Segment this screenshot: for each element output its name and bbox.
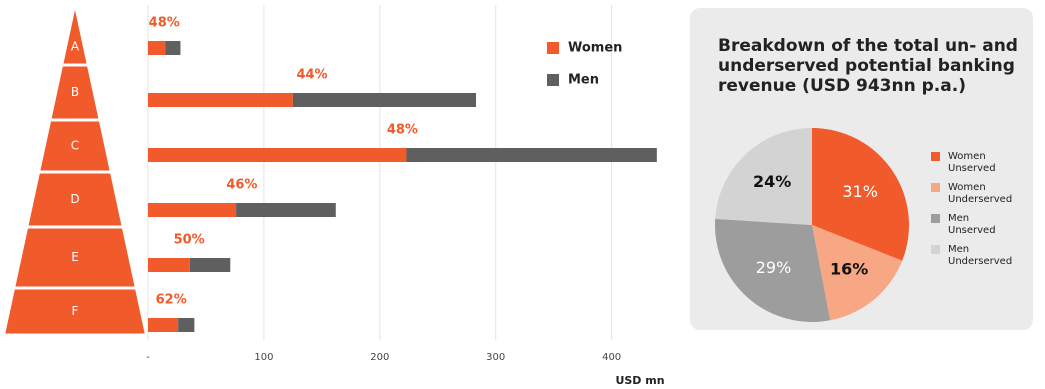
legend-swatch [931, 183, 940, 192]
legend-label: Men [568, 73, 599, 88]
legend-label: Women Unserved [948, 151, 996, 174]
bar [292, 93, 477, 107]
pie-slice [812, 225, 903, 321]
slice-label: 29% [756, 258, 792, 277]
pyramid-level [28, 173, 122, 226]
legend-swatch [931, 152, 940, 161]
legend-label-line: Unserved [948, 225, 996, 236]
pyramid-level [40, 121, 110, 171]
slice-label: 24% [753, 172, 791, 191]
legend-label-line: Women [948, 151, 986, 162]
x-tick-label: 100 [254, 352, 273, 363]
bar [165, 41, 181, 55]
category-label: A [71, 40, 80, 54]
share-label: 50% [174, 233, 205, 248]
bar [148, 41, 166, 55]
bar [148, 203, 237, 217]
legend-label-line: Women [948, 182, 986, 193]
x-tick-label: 400 [602, 352, 621, 363]
pyramid-level [15, 228, 135, 287]
x-tick-label: - [146, 352, 150, 363]
pie-slice [812, 128, 909, 261]
slice-label: 31% [842, 182, 878, 201]
bar [148, 148, 407, 162]
category-label: F [72, 304, 79, 318]
pie-slice [715, 128, 812, 225]
x-axis-title: USD mn [615, 374, 664, 387]
legend-swatch [931, 245, 940, 254]
legend-label: Men Unserved [948, 213, 996, 236]
legend-label: Men Underserved [948, 244, 1012, 267]
share-label: 46% [226, 178, 257, 193]
legend-label-line: Men [948, 244, 969, 255]
category-label: E [71, 250, 79, 264]
share-label: 48% [149, 16, 180, 31]
legend-label-line: Unserved [948, 163, 996, 174]
bar [406, 148, 657, 162]
pie-title: Breakdown of the total un- and underserv… [718, 36, 1018, 96]
legend-label-line: Underserved [948, 256, 1012, 267]
category-label: D [70, 192, 79, 206]
pyramid-level [5, 289, 145, 334]
legend-label-line: Men [948, 213, 969, 224]
legend-label: Women [568, 41, 622, 56]
legend-swatch [547, 42, 559, 54]
share-label: 62% [156, 293, 187, 308]
bar [178, 318, 195, 332]
slice-label: 16% [830, 259, 868, 278]
legend-label: Women Underserved [948, 182, 1012, 205]
bar [148, 258, 190, 272]
pie-slice [714, 218, 831, 322]
bar [148, 318, 179, 332]
bar [236, 203, 336, 217]
category-label: B [71, 85, 79, 99]
bar [189, 258, 231, 272]
x-tick-label: 200 [370, 352, 389, 363]
pyramid-level [51, 66, 99, 119]
legend-label-line: Underserved [948, 194, 1012, 205]
pyramid-level [63, 10, 87, 64]
share-label: 44% [296, 68, 327, 83]
legend-swatch [547, 74, 559, 86]
bar [148, 93, 293, 107]
share-label: 48% [387, 123, 418, 138]
category-label: C [71, 139, 79, 153]
legend-swatch [931, 214, 940, 223]
x-tick-label: 300 [486, 352, 505, 363]
